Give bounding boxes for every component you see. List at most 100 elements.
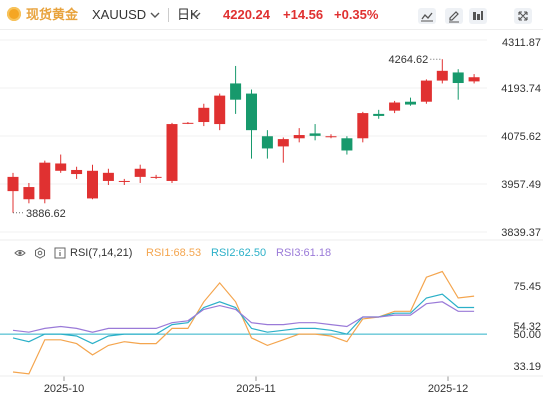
candle-body	[341, 138, 353, 151]
rsi3-legend: RSI3:61.18	[276, 247, 332, 259]
candle-body	[7, 176, 19, 192]
line-chart-icon[interactable]	[418, 8, 436, 24]
chevron-down-icon[interactable]	[191, 6, 201, 24]
candle	[39, 160, 51, 204]
candle	[452, 69, 464, 100]
candle-body	[277, 139, 289, 147]
rsi2-legend-value: 62.50	[238, 247, 267, 259]
candle	[55, 154, 67, 173]
rsi2-legend: RSI2:62.50	[211, 247, 267, 259]
eye-icon[interactable]	[14, 247, 26, 259]
candle-body	[214, 95, 226, 125]
candle-body	[325, 136, 337, 138]
divider	[168, 8, 169, 22]
rsi-indicator-name: RSI(7,14,21)	[70, 247, 133, 259]
candle	[373, 109, 385, 119]
candle-body	[357, 113, 369, 139]
candle-body	[118, 180, 130, 182]
candle-body	[102, 172, 114, 181]
candle-body	[198, 107, 210, 123]
rsi-tick-label: 54.32	[513, 321, 541, 333]
price-tick-label: 4075.62	[501, 131, 541, 143]
candle-body	[23, 187, 35, 200]
rsi2-legend-name: RSI2	[211, 247, 236, 259]
x-tick-label: 2025-10	[44, 383, 84, 395]
rsi-plot	[0, 239, 543, 375]
candle	[23, 182, 35, 204]
instrument-symbol[interactable]: XAUUSD	[92, 7, 147, 22]
candle-body	[246, 93, 257, 131]
candle-body	[166, 124, 178, 181]
candle	[293, 128, 305, 143]
candle-body	[261, 136, 273, 149]
rsi3-legend-name: RSI3	[276, 247, 301, 259]
candle-body	[436, 70, 448, 81]
indicator-settings-icon[interactable]	[469, 8, 487, 24]
candle	[420, 79, 432, 104]
candle	[166, 122, 178, 183]
x-tick-label: 2025-12	[428, 383, 468, 395]
price-axis: 4311.87 4193.74 4075.62 3957.49 3839.37	[501, 37, 541, 239]
candle-body	[182, 122, 194, 124]
candle-body	[452, 72, 464, 84]
candle	[118, 178, 130, 186]
candle-body	[39, 162, 51, 200]
candle	[102, 168, 114, 186]
last-price: 4220.24	[223, 7, 270, 22]
candle	[468, 74, 480, 84]
candle	[357, 111, 369, 143]
price-tick-label: 4193.74	[501, 83, 541, 95]
rsi1-legend-name: RSI1	[146, 247, 171, 259]
candle-body	[71, 169, 83, 175]
candle-body	[420, 80, 432, 102]
candle	[389, 100, 401, 114]
candle-body	[405, 101, 416, 105]
candle-body	[468, 77, 480, 82]
candle-body	[389, 102, 401, 111]
rsi1-legend: RSI1:68.53	[146, 247, 202, 259]
settings-icon[interactable]	[34, 247, 46, 259]
candle-body	[55, 163, 67, 171]
candle	[246, 89, 257, 159]
candle	[277, 137, 289, 163]
candle-body	[373, 113, 385, 116]
period-selector[interactable]: 日K	[177, 7, 199, 22]
chevron-down-icon[interactable]	[150, 6, 160, 24]
price-tick-label: 4311.87	[502, 37, 541, 49]
rsi-series-line-rsi1	[12, 270, 475, 375]
rsi1-legend-value: 68.53	[173, 247, 202, 259]
candle-body	[293, 135, 305, 139]
candle-body	[134, 168, 146, 177]
info-icon[interactable]	[54, 247, 66, 259]
candle-body	[309, 133, 321, 136]
rsi-tick-label: 75.45	[513, 281, 541, 293]
rsi-series-line-rsi2	[12, 293, 475, 345]
chart-header: 现货黄金 XAUUSD 日K 4220.24 +14.56 +0.35%	[0, 0, 543, 30]
candle	[341, 136, 353, 155]
fullscreen-icon[interactable]	[514, 8, 532, 24]
low-price-label: 3886.62	[26, 208, 66, 220]
gold-coin-icon	[7, 7, 21, 21]
candle	[230, 65, 242, 114]
candle	[71, 166, 83, 179]
candle	[436, 59, 448, 84]
candle-body	[230, 83, 242, 100]
candle	[7, 172, 19, 213]
edit-pen-icon[interactable]	[445, 8, 463, 24]
candle	[309, 124, 321, 141]
price-grid	[0, 39, 487, 233]
price-tick-label: 3839.37	[501, 227, 541, 239]
candle	[214, 93, 226, 131]
x-tick-label: 2025-11	[236, 383, 276, 395]
candle-body	[87, 170, 98, 199]
instrument-name: 现货黄金	[26, 7, 79, 22]
rsi-tick-label: 33.19	[513, 361, 541, 373]
price-tick-label: 3957.49	[501, 179, 541, 191]
candle-body	[150, 176, 162, 178]
candle	[325, 134, 337, 139]
price-change: +14.56	[283, 7, 324, 22]
candle	[134, 164, 146, 183]
rsi-tick-label: 50.00	[513, 329, 541, 341]
